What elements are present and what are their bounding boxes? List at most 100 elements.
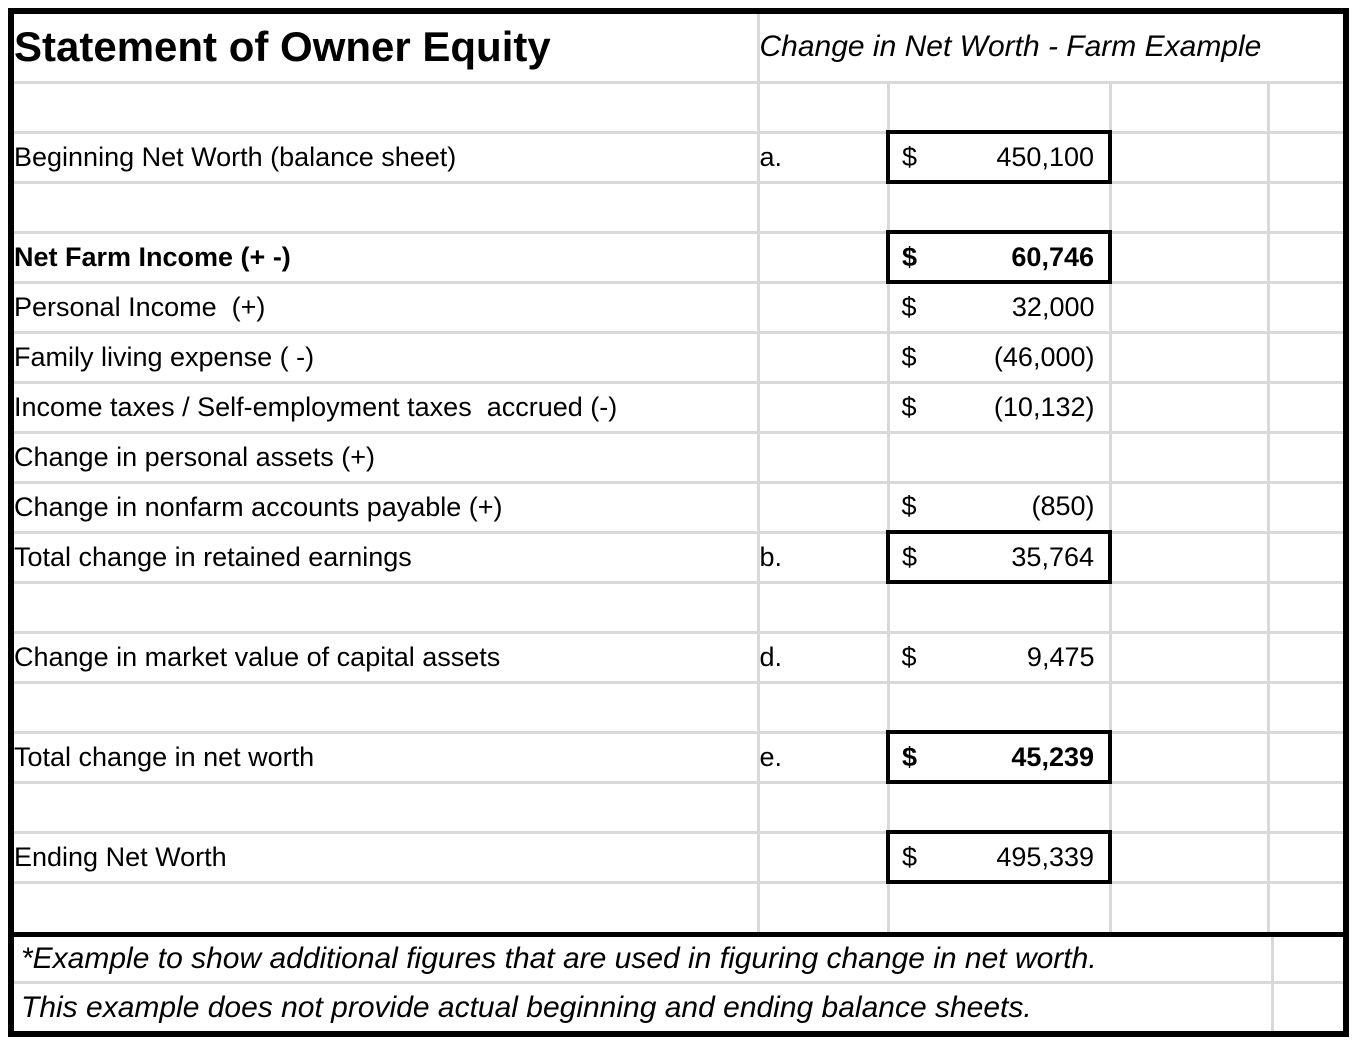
currency-symbol: $ — [901, 391, 917, 422]
currency-symbol: $ — [901, 491, 917, 522]
statement-of-owner-equity-sheet: Statement of Owner Equity Change in Net … — [8, 8, 1349, 1037]
table-row: Beginning Net Worth (balance sheet) a. $… — [14, 130, 1344, 184]
amount: (10,132) — [993, 391, 1095, 422]
table-row: Total change in net worth e. $ 45,239 — [14, 730, 1344, 784]
table-row: Change in market value of capital assets… — [14, 630, 1344, 684]
row-label: Beginning Net Worth (balance sheet) — [14, 130, 760, 184]
row-label — [14, 580, 760, 634]
blank-row — [14, 80, 1344, 134]
row-letter — [756, 230, 890, 284]
row-letter — [756, 330, 890, 384]
row-value: $ (850) — [886, 480, 1112, 534]
spacer-cell — [1266, 480, 1344, 534]
footnote-end-cell — [1271, 984, 1343, 1031]
row-value: $ (46,000) — [886, 330, 1112, 384]
row-letter — [756, 280, 890, 334]
currency-symbol: $ — [902, 141, 918, 172]
footnote-1: *Example to show additional figures that… — [21, 942, 1097, 975]
page-title: Statement of Owner Equity — [14, 14, 760, 84]
row-value: $ 450,100 — [886, 130, 1112, 184]
row-label: Income taxes / Self-employment taxes acc… — [14, 380, 760, 434]
spacer-cell — [1108, 330, 1270, 384]
blank-row — [14, 680, 1344, 734]
spacer-cell — [1266, 280, 1344, 334]
row-letter — [756, 80, 890, 134]
amount: 45,239 — [1011, 741, 1094, 772]
sheet-subtitle: Change in Net Worth - Farm Example — [756, 14, 1344, 84]
blank-row — [14, 880, 1344, 932]
table-row: Personal Income (+) $ 32,000 — [14, 280, 1344, 334]
spacer-cell — [1108, 880, 1270, 932]
row-label: Change in nonfarm accounts payable (+) — [14, 480, 760, 534]
blank-row — [14, 780, 1344, 834]
spacer-cell — [1266, 180, 1344, 234]
spacer-cell — [1266, 330, 1344, 384]
currency-symbol: $ — [902, 741, 918, 772]
spacer-cell — [1108, 180, 1270, 234]
row-value — [886, 430, 1112, 484]
row-label — [14, 880, 760, 932]
spacer-cell — [1108, 680, 1270, 734]
spacer-cell — [1108, 530, 1270, 584]
spacer-cell — [1108, 280, 1270, 334]
row-label: Change in personal assets (+) — [14, 430, 760, 484]
row-letter — [756, 880, 890, 932]
spacer-cell — [1266, 580, 1344, 634]
spacer-cell — [1108, 130, 1270, 184]
table-row: Ending Net Worth $ 495,339 — [14, 830, 1344, 884]
spacer-cell — [1108, 480, 1270, 534]
row-label — [14, 180, 760, 234]
spacer-cell — [1266, 80, 1344, 134]
row-value: $ (10,132) — [886, 380, 1112, 434]
row-letter: a. — [756, 130, 890, 184]
currency-symbol: $ — [902, 841, 918, 872]
amount: 9,475 — [1026, 641, 1095, 672]
table-row: Change in personal assets (+) — [14, 430, 1344, 484]
blank-row — [14, 180, 1344, 234]
amount: 32,000 — [1011, 291, 1095, 322]
row-letter — [756, 430, 890, 484]
spacer-cell — [1108, 780, 1270, 834]
footnote-row: *Example to show additional figures that… — [14, 937, 1343, 984]
spacer-cell — [1108, 730, 1270, 784]
row-label — [14, 680, 760, 734]
row-letter: b. — [756, 530, 890, 584]
spacer-cell — [1266, 830, 1344, 884]
row-label: Net Farm Income (+ -) — [14, 230, 760, 284]
row-letter — [756, 480, 890, 534]
currency-symbol: $ — [901, 641, 917, 672]
spacer-cell — [1108, 630, 1270, 684]
table-row: Total change in retained earnings b. $ 3… — [14, 530, 1344, 584]
row-value — [886, 680, 1112, 734]
spacer-cell — [1108, 580, 1270, 634]
row-label: Total change in retained earnings — [14, 530, 760, 584]
row-value: $ 35,764 — [886, 530, 1112, 584]
spacer-cell — [1108, 380, 1270, 434]
spacer-cell — [1266, 880, 1344, 932]
row-value — [886, 180, 1112, 234]
spacer-cell — [1266, 380, 1344, 434]
currency-symbol: $ — [902, 241, 918, 272]
blank-row — [14, 580, 1344, 634]
row-letter — [756, 380, 890, 434]
row-value — [886, 80, 1112, 134]
amount: 495,339 — [996, 841, 1094, 872]
row-value: $ 9,475 — [886, 630, 1112, 684]
row-label: Personal Income (+) — [14, 280, 760, 334]
row-label: Family living expense ( -) — [14, 330, 760, 384]
row-value — [886, 580, 1112, 634]
header-row: Statement of Owner Equity Change in Net … — [14, 14, 1344, 84]
row-letter: e. — [756, 730, 890, 784]
spacer-cell — [1266, 630, 1344, 684]
spacer-cell — [1266, 130, 1344, 184]
row-letter — [756, 780, 890, 834]
row-label: Total change in net worth — [14, 730, 760, 784]
spacer-cell — [1266, 230, 1344, 284]
row-letter — [756, 580, 890, 634]
owner-equity-table: Statement of Owner Equity Change in Net … — [14, 14, 1344, 932]
spacer-cell — [1266, 730, 1344, 784]
table-row: Family living expense ( -) $ (46,000) — [14, 330, 1344, 384]
row-value: $ 495,339 — [886, 830, 1112, 884]
amount: (46,000) — [993, 341, 1095, 372]
spacer-cell — [1108, 230, 1270, 284]
